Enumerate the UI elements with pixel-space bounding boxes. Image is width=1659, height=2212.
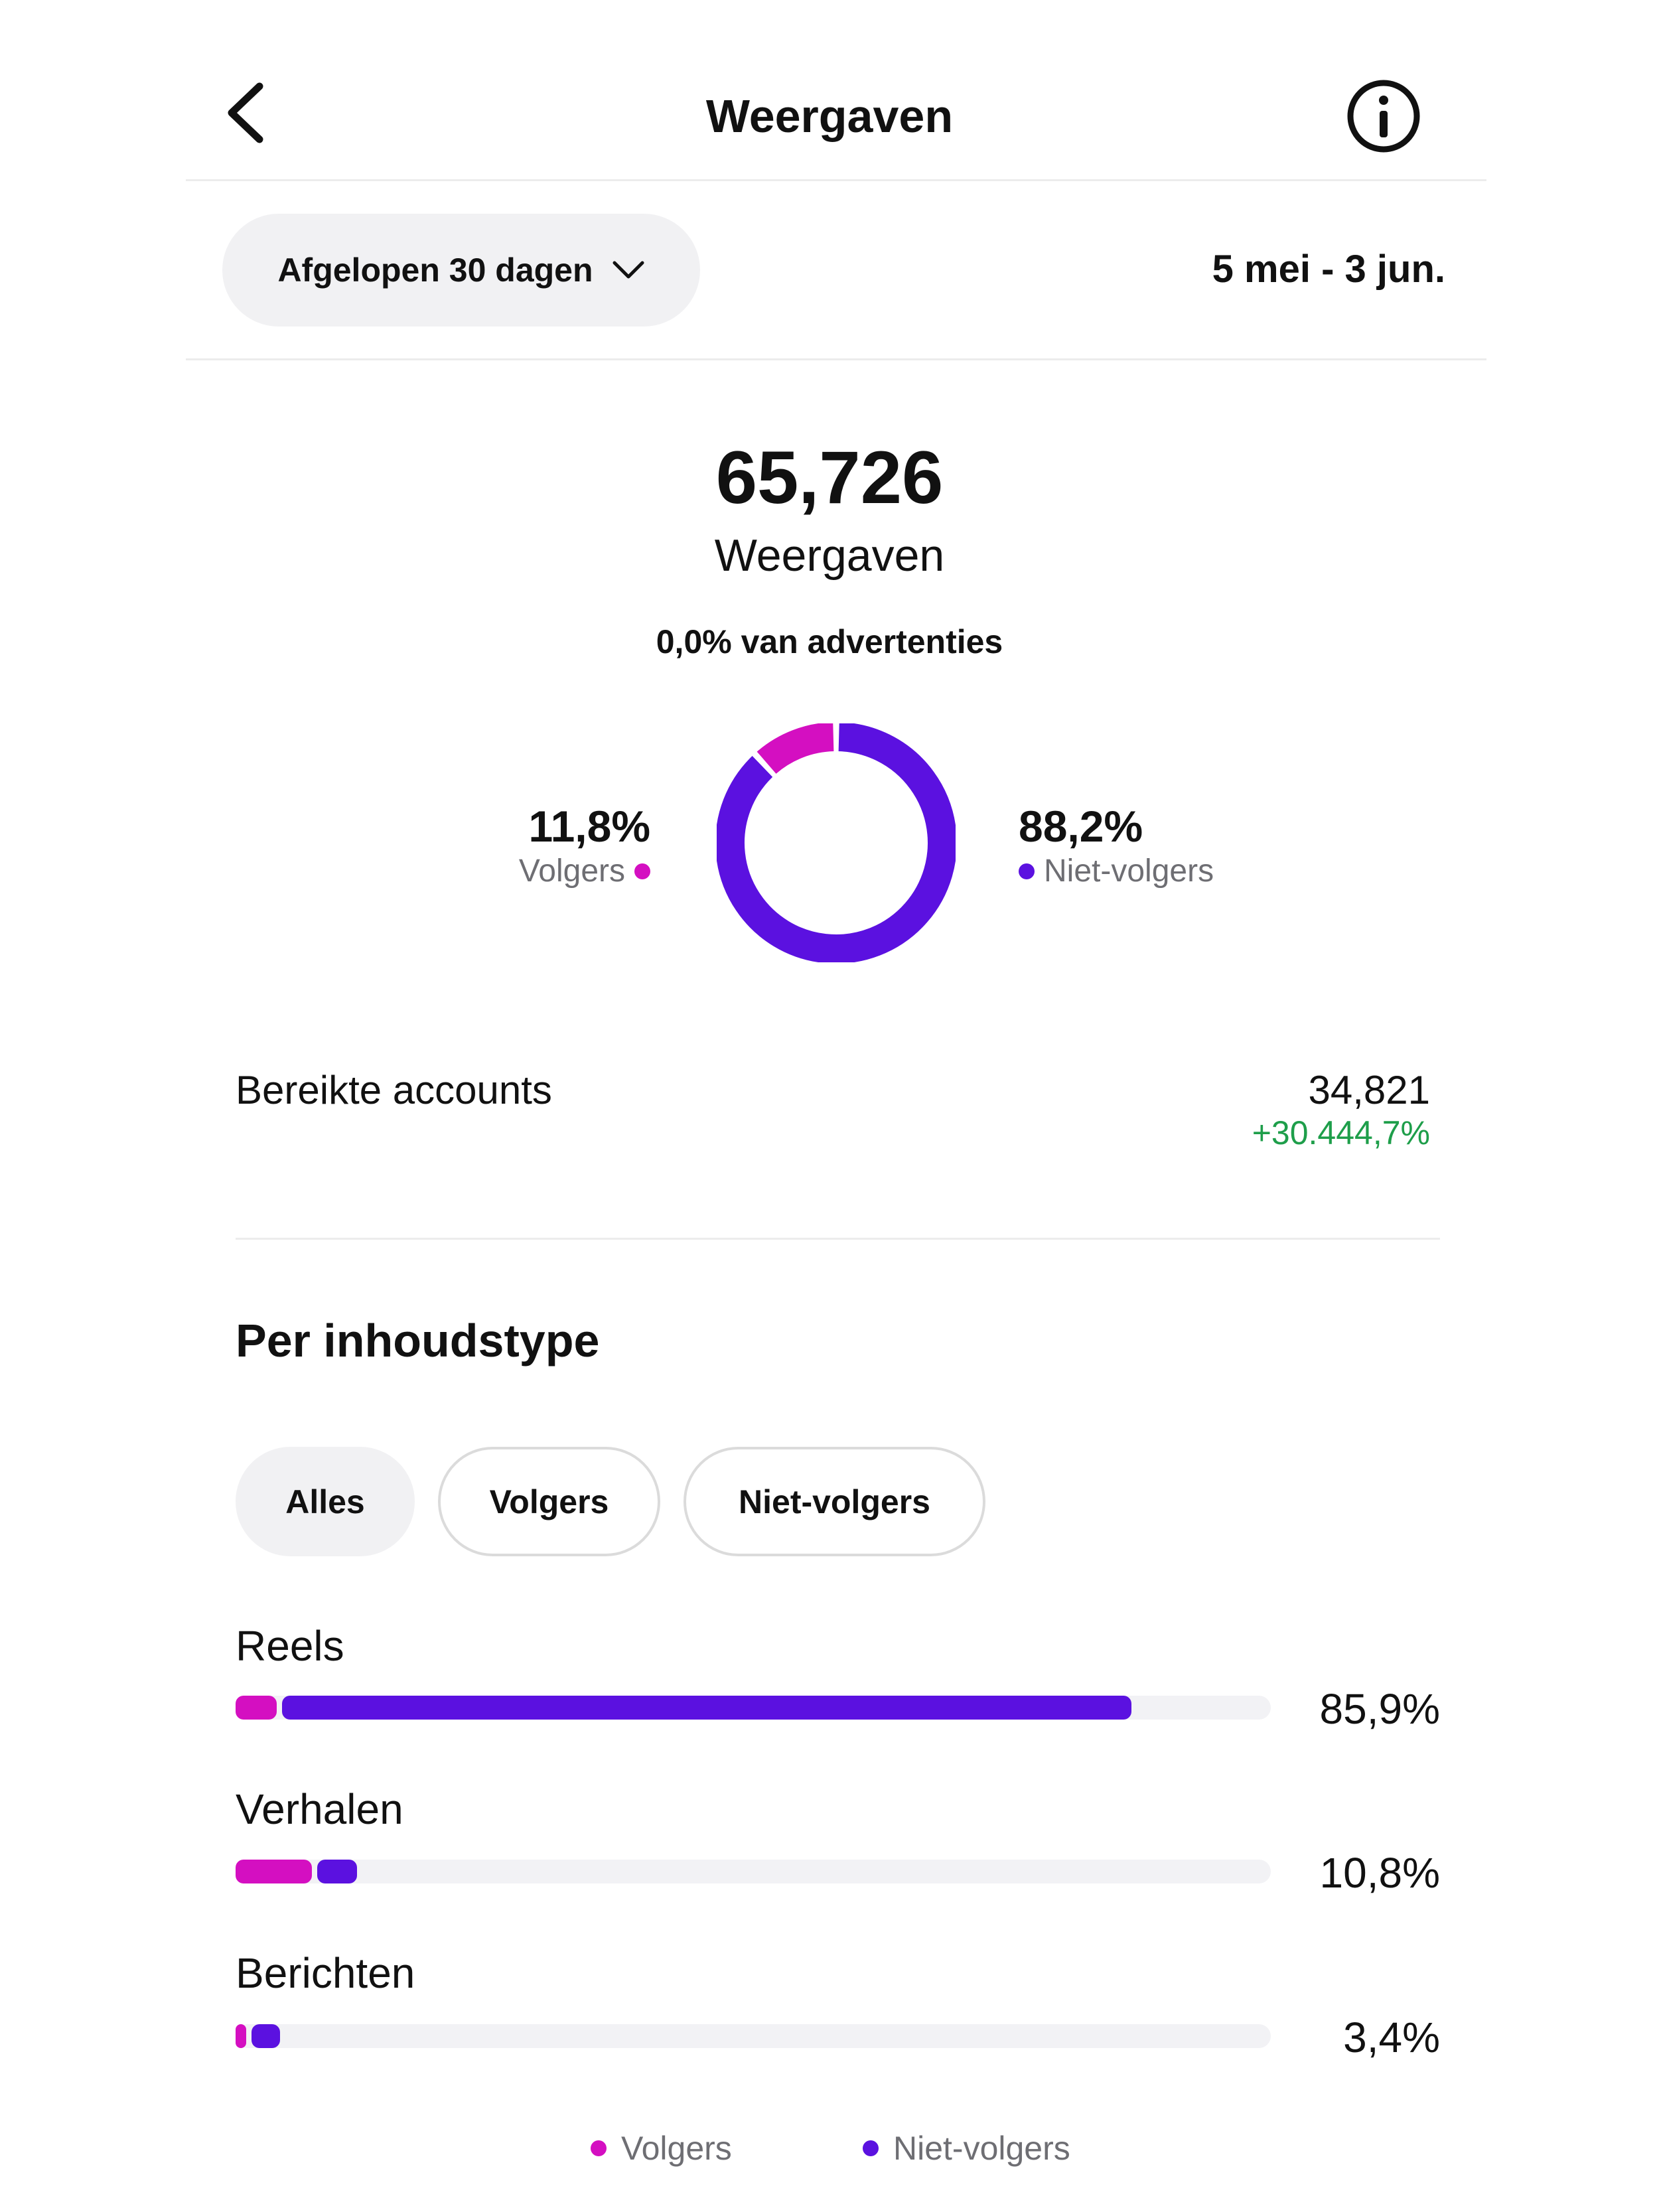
header-divider [186, 179, 1486, 181]
followers-donut-chart [717, 723, 956, 962]
total-views: 65,726 [715, 436, 944, 519]
total-views-label: Weergaven [714, 530, 945, 581]
chevron-left-icon [228, 82, 263, 143]
chip-followers[interactable]: Volgers [438, 1447, 660, 1556]
content-bar-posts [236, 2024, 1271, 2048]
filter-divider [186, 358, 1486, 360]
legend-non-followers-label: Niet-volgers [893, 2130, 1070, 2167]
bar-segment-followers [236, 1860, 313, 1883]
legend-non-followers: Niet-volgers [863, 2127, 1070, 2170]
info-button[interactable] [1344, 76, 1423, 156]
date-range-dropdown[interactable]: Afgelopen 30 dagen [222, 214, 700, 327]
followers-legend: Volgers [519, 851, 650, 891]
non-followers-legend: Niet-volgers [1019, 851, 1214, 891]
reached-accounts-value: 34,821 [1308, 1068, 1430, 1112]
reach-divider [236, 1238, 1440, 1240]
followers-dot-icon [634, 863, 650, 879]
followers-dot-icon [591, 2140, 607, 2156]
content-row-label-reels: Reels [236, 1622, 344, 1670]
bar-segment-non-followers [317, 1860, 357, 1883]
content-row-pct-posts: 3,4% [1343, 2014, 1440, 2061]
chip-non-followers[interactable]: Niet-volgers [684, 1447, 985, 1556]
bar-segment-non-followers [251, 2024, 281, 2048]
back-button[interactable] [212, 73, 279, 153]
bar-segment-followers [236, 2024, 246, 2048]
non-followers-legend-label: Niet-volgers [1044, 853, 1214, 889]
page-title: Weergaven [705, 90, 954, 142]
followers-percentage: 11,8% [528, 802, 651, 851]
info-circle-icon [1347, 80, 1420, 153]
content-bar-reels [236, 1696, 1271, 1720]
content-bar-stories [236, 1860, 1271, 1883]
non-followers-dot-icon [1019, 863, 1035, 879]
ads-share: 0,0% van advertenties [656, 623, 1003, 660]
content-row-pct-reels: 85,9% [1319, 1685, 1440, 1733]
content-type-title: Per inhoudstype [236, 1315, 600, 1366]
chip-all[interactable]: Alles [236, 1447, 415, 1556]
content-row-label-stories: Verhalen [236, 1785, 403, 1833]
non-followers-dot-icon [863, 2140, 879, 2156]
followers-legend-label: Volgers [518, 853, 625, 889]
date-range-text: 5 mei - 3 jun. [1212, 248, 1445, 291]
reached-accounts-label: Bereikte accounts [236, 1068, 552, 1112]
legend-followers: Volgers [591, 2127, 732, 2170]
legend-followers-label: Volgers [621, 2130, 732, 2167]
reached-accounts-change: +30.444,7% [1252, 1114, 1430, 1151]
bar-segment-followers [236, 1696, 277, 1720]
donut-segment-non-followers [717, 723, 956, 962]
bar-segment-non-followers [282, 1696, 1131, 1720]
non-followers-percentage: 88,2% [1019, 802, 1143, 851]
content-row-pct-stories: 10,8% [1319, 1849, 1440, 1897]
donut-segment-followers [757, 723, 834, 774]
content-row-label-posts: Berichten [236, 1949, 415, 1997]
date-range-dropdown-label: Afgelopen 30 dagen [277, 252, 593, 289]
chevron-down-icon [613, 261, 644, 279]
